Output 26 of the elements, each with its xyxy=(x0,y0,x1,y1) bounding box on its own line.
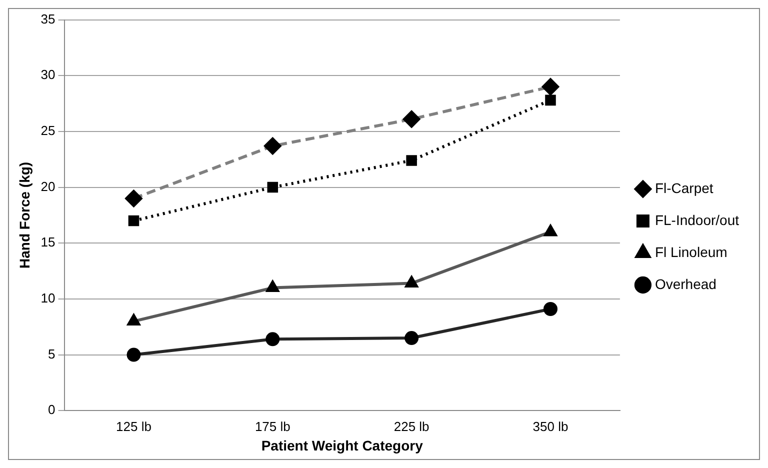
point xyxy=(128,215,140,226)
point xyxy=(266,332,280,346)
y-axis-title: Hand Force (kg) xyxy=(16,162,32,268)
point xyxy=(545,94,556,106)
y-tick-label: 5 xyxy=(48,346,56,362)
x-axis-title: Patient Weight Category xyxy=(261,437,424,454)
x-tick-label: 350 lb xyxy=(532,418,568,434)
y-tick-label: 25 xyxy=(40,123,56,138)
point xyxy=(126,348,141,362)
point xyxy=(406,155,417,166)
legend-label: Fl-Carpet xyxy=(654,180,714,196)
x-tick-label: 225 lb xyxy=(394,418,430,434)
x-tick-label: 175 lb xyxy=(254,418,290,434)
point xyxy=(543,302,558,316)
point xyxy=(404,331,419,346)
y-tick-label: 35 xyxy=(40,11,56,26)
y-tick-label: 20 xyxy=(40,178,56,194)
y-tick-label: 0 xyxy=(48,402,56,418)
legend-label: Overhead xyxy=(654,276,716,292)
legend-label: Fl Linoleum xyxy=(654,244,728,260)
legend-label: FL-Indoor/out xyxy=(654,212,740,228)
y-tick-label: 30 xyxy=(40,67,56,82)
point xyxy=(267,182,278,193)
y-tick-label: 10 xyxy=(40,290,56,306)
y-tick-label: 15 xyxy=(40,234,56,250)
x-tick-label: 125 lb xyxy=(116,418,152,434)
